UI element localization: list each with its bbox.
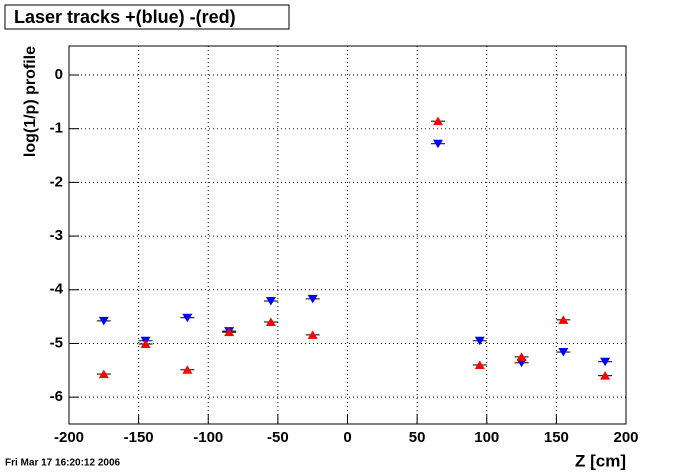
data-point bbox=[558, 315, 569, 324]
data-point bbox=[600, 357, 611, 367]
y-tick-label: -4 bbox=[50, 281, 64, 298]
data-point bbox=[600, 371, 611, 380]
data-point bbox=[307, 294, 318, 304]
data-point bbox=[516, 352, 527, 361]
data-point bbox=[265, 317, 276, 326]
x-tick-label: -200 bbox=[54, 429, 84, 446]
data-point bbox=[474, 360, 485, 369]
y-tick-label: -3 bbox=[50, 227, 63, 244]
x-tick-label: -50 bbox=[267, 429, 289, 446]
x-tick-label: 0 bbox=[343, 429, 351, 446]
x-tick-label: -150 bbox=[124, 429, 154, 446]
y-tick-label: -5 bbox=[50, 334, 63, 351]
data-point bbox=[265, 297, 276, 306]
y-tick-label: 0 bbox=[55, 66, 63, 83]
x-tick-label: 100 bbox=[474, 429, 499, 446]
data-point bbox=[433, 116, 444, 126]
data-point bbox=[182, 365, 193, 374]
chart-title: Laser tracks +(blue) -(red) bbox=[14, 7, 236, 27]
timestamp: Fri Mar 17 16:20:12 2006 bbox=[5, 458, 121, 469]
data-point bbox=[558, 348, 569, 357]
data-point bbox=[182, 313, 193, 323]
y-tick-label: -1 bbox=[50, 120, 63, 137]
x-tick-label: 150 bbox=[544, 429, 569, 446]
data-point bbox=[474, 336, 485, 346]
x-axis-title: Z [cm] bbox=[575, 451, 626, 470]
title-box bbox=[4, 4, 290, 30]
data-point bbox=[224, 327, 235, 337]
data-point bbox=[140, 339, 151, 348]
y-axis-title: log(1/p) profile bbox=[22, 46, 39, 157]
data-point bbox=[307, 330, 318, 339]
data-point bbox=[98, 369, 109, 379]
y-tick-label: -2 bbox=[50, 173, 63, 190]
x-tick-label: -100 bbox=[193, 429, 223, 446]
data-point bbox=[516, 358, 527, 368]
data-point bbox=[433, 139, 444, 149]
x-tick-label: 50 bbox=[409, 429, 426, 446]
y-tick-label: -6 bbox=[50, 388, 63, 405]
data-point bbox=[98, 316, 109, 326]
x-tick-label: 200 bbox=[613, 429, 638, 446]
